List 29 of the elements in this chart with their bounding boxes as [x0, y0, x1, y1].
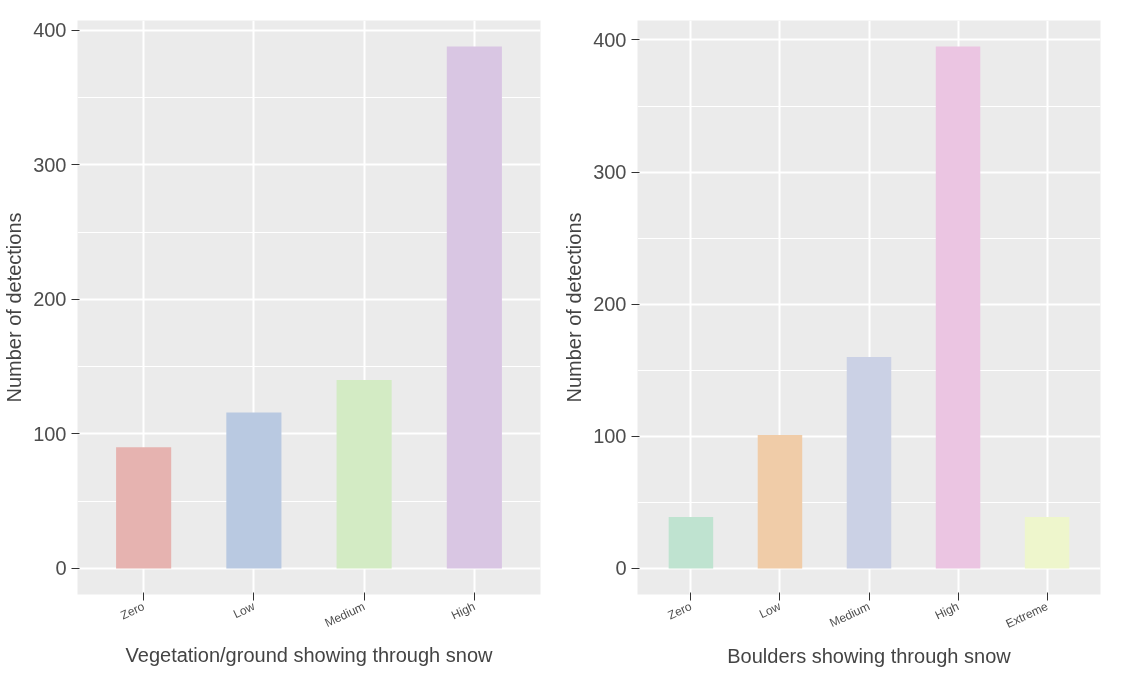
y-tick-label: 400 — [593, 28, 627, 51]
x-tick-label: High — [932, 599, 962, 623]
bar — [935, 46, 981, 569]
x-axis-title: Boulders showing through snow — [727, 645, 1012, 668]
y-tick-label: 100 — [593, 425, 627, 448]
bar — [846, 357, 892, 569]
x-tick-label: Zero — [665, 599, 695, 623]
bar — [1024, 516, 1070, 569]
y-tick-label: 200 — [33, 288, 67, 311]
x-tick-label: High — [449, 599, 478, 623]
bar — [116, 447, 172, 569]
bar — [226, 412, 282, 569]
x-axis-title: Vegetation/ground showing through snow — [125, 644, 494, 667]
x-tick-label: Low — [757, 599, 784, 622]
bar — [668, 516, 714, 569]
y-axis-title: Number of detections — [563, 212, 586, 403]
x-tick-label: Low — [230, 599, 258, 622]
bar — [336, 380, 392, 569]
y-tick-label: 200 — [593, 293, 627, 316]
y-tick-label: 100 — [33, 422, 67, 445]
bar — [757, 434, 803, 569]
x-tick-label: Zero — [118, 599, 147, 623]
y-tick-label: 0 — [615, 557, 627, 580]
y-axis-title: Number of detections — [3, 212, 26, 403]
y-tick-label: 300 — [33, 153, 67, 176]
bar — [446, 46, 502, 569]
y-tick-label: 0 — [55, 557, 67, 580]
y-tick-label: 300 — [593, 161, 627, 184]
y-tick-label: 400 — [33, 19, 67, 42]
